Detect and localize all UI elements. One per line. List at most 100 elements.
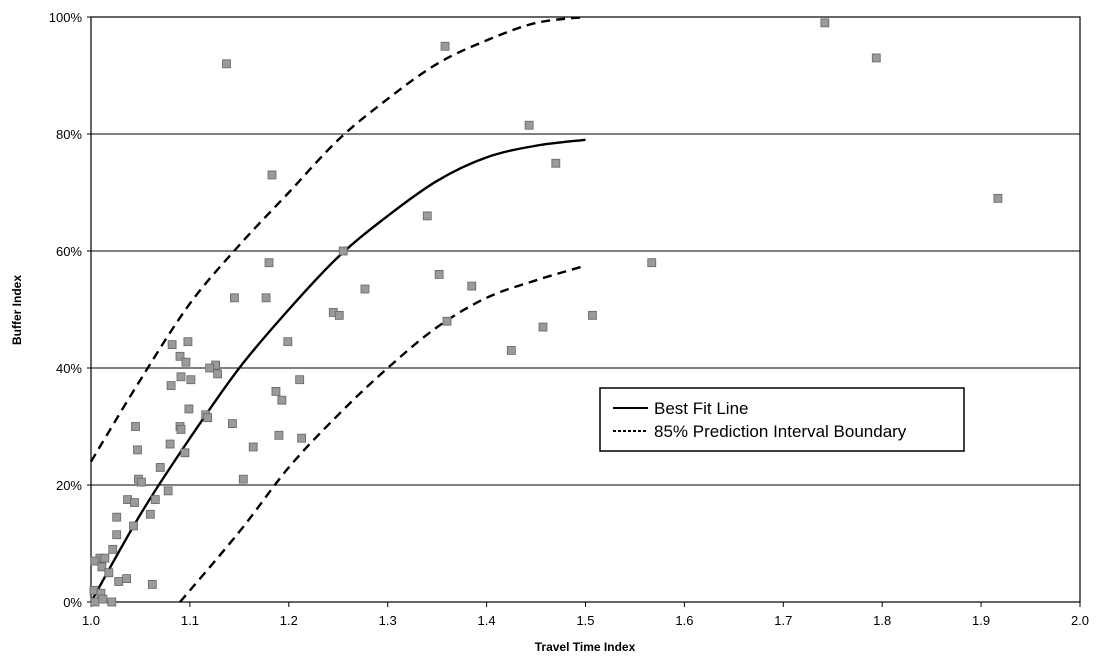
data-point [442,316,452,326]
x-axis-ticks: 1.0 1.1 1.2 1.3 1.4 1.5 1.6 1.7 1.8 1.9 2.0 [82,602,1089,628]
data-point [104,568,114,578]
data-point [176,425,186,434]
data-point [277,395,287,405]
y-tick-label: 80% [56,127,82,142]
data-point [283,337,293,347]
data-point [165,439,175,449]
data-point [186,375,196,385]
data-point [150,495,160,505]
y-axis-ticks: 0% 20% 40% 60% 80% 100% [49,10,91,610]
data-point [248,442,258,452]
data-point [180,448,190,458]
data-point [871,53,881,63]
data-point [334,310,344,320]
gridlines [91,133,1080,486]
x-tick-label: 1.3 [379,613,397,628]
prediction-interval-line-2 [179,264,586,603]
data-point [131,422,140,431]
data-point [588,310,597,320]
data-point [97,562,107,572]
data-point [114,577,124,586]
legend-box [599,387,965,452]
data-point [467,281,477,291]
x-tick-label: 1.6 [675,613,693,628]
data-point [295,375,305,385]
x-tick-label: 1.0 [82,613,100,628]
data-point [238,474,248,484]
data-point [222,59,231,69]
data-point [338,246,348,256]
data-point [647,258,657,268]
data-point [90,556,100,566]
data-point [203,413,213,423]
data-point [422,211,432,221]
data-point [183,337,193,347]
x-tick-label: 1.2 [280,613,298,628]
data-point [434,269,444,279]
data-point [360,284,370,294]
data-point [551,158,561,168]
x-tick-label: 1.9 [972,613,990,628]
legend-label-prediction-interval: 85% Prediction Interval Boundary [654,422,907,441]
data-point [181,357,191,367]
x-tick-label: 1.1 [181,613,199,628]
data-point [175,351,185,361]
x-tick-label: 1.8 [873,613,891,628]
data-point [100,553,110,563]
legend-label-best-fit: Best Fit Line [654,399,749,418]
data-point [122,574,132,583]
data-point [108,544,118,554]
y-tick-label: 40% [56,361,82,376]
fit-lines [89,15,586,603]
x-tick-label: 1.7 [774,613,792,628]
y-axis-title: Buffer Index [10,275,24,345]
data-point [213,369,222,379]
data-point [264,258,274,268]
data-point [163,486,173,496]
data-point [133,445,142,455]
y-tick-label: 60% [56,244,82,259]
data-point [297,433,307,443]
data-point [271,386,281,396]
data-point [137,477,146,487]
data-point [506,346,516,355]
data-point [274,430,284,440]
data-point [145,509,155,519]
data-point [205,363,215,373]
x-tick-label: 1.4 [478,613,496,628]
data-point [147,580,157,589]
legend: Best Fit Line 85% Prediction Interval Bo… [599,387,965,452]
data-point [167,340,177,350]
data-point [166,381,176,390]
data-point [184,404,194,414]
best-fit-line [89,138,586,603]
data-point [129,521,138,531]
data-point [107,597,117,607]
data-point [176,372,186,382]
y-tick-label: 100% [49,10,83,25]
y-tick-label: 0% [63,595,82,610]
y-tick-label: 20% [56,478,82,493]
prediction-interval-line-1 [89,15,586,463]
data-point [267,170,277,180]
data-point [112,530,122,540]
data-point [112,512,122,522]
data-point [538,322,548,332]
data-point [228,419,237,428]
data-point [98,594,108,604]
plot-area-frame [90,16,1081,603]
data-point [230,293,239,303]
data-point [261,293,271,303]
data-point [820,18,830,28]
data-point [130,498,139,507]
data-point [440,41,450,51]
x-tick-label: 1.5 [576,613,594,628]
x-tick-label: 2.0 [1071,613,1089,628]
data-point [155,463,165,472]
x-axis-title: Travel Time Index [535,640,636,654]
data-points [89,18,1003,607]
data-point [993,193,1003,203]
data-point [524,120,534,130]
data-point [90,597,100,607]
